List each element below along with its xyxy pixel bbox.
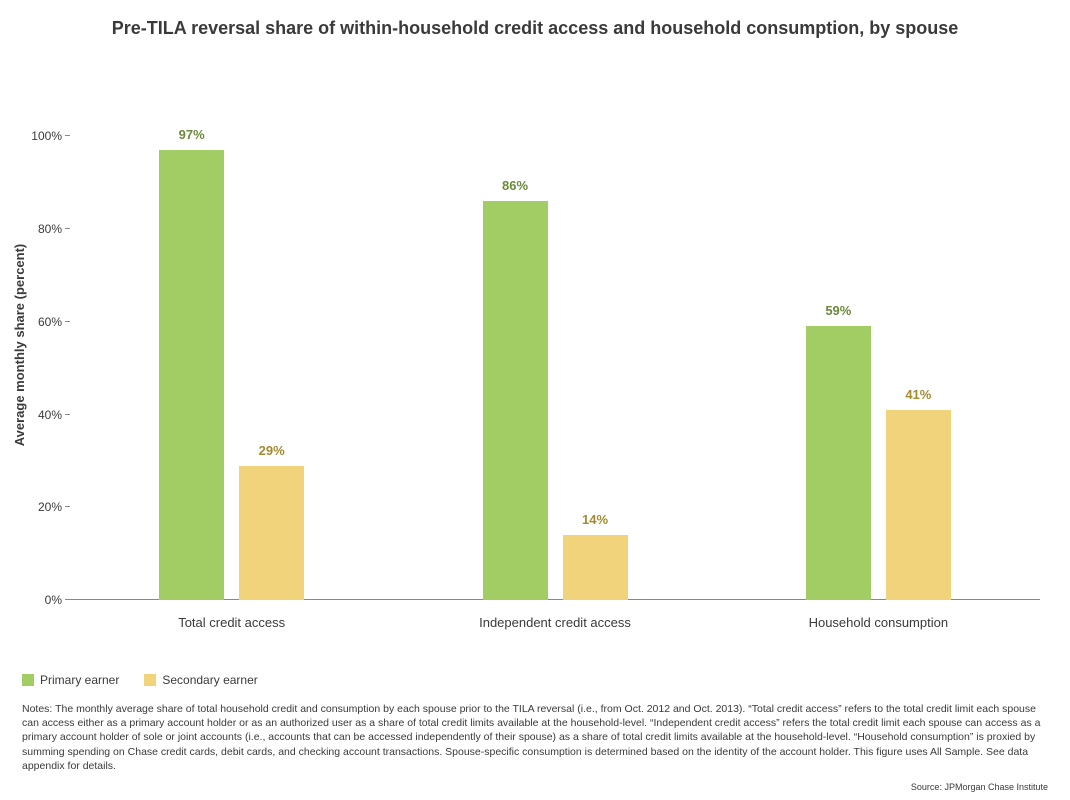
chart-title: Pre-TILA reversal share of within-househ…: [0, 18, 1070, 39]
y-axis-label: Average monthly share (percent): [12, 244, 27, 447]
legend-swatch-secondary: [144, 674, 156, 686]
bar-secondary: 41%: [886, 410, 951, 600]
bar-value-label: 29%: [259, 443, 285, 458]
bar-secondary: 29%: [239, 466, 304, 600]
chart-container: Pre-TILA reversal share of within-househ…: [0, 0, 1070, 800]
y-tick-mark: [65, 414, 70, 415]
y-tick-mark: [65, 135, 70, 136]
y-tick-mark: [65, 321, 70, 322]
y-tick-label: 100%: [31, 129, 62, 143]
y-tick-mark: [65, 599, 70, 600]
legend-item-secondary: Secondary earner: [144, 673, 257, 687]
bar-primary: 97%: [159, 150, 224, 600]
y-tick-label: 80%: [38, 222, 62, 236]
bar-value-label: 97%: [179, 127, 205, 142]
legend-label-primary: Primary earner: [40, 673, 119, 687]
bar-value-label: 86%: [502, 178, 528, 193]
y-tick-mark: [65, 506, 70, 507]
x-tick-label: Independent credit access: [479, 615, 631, 630]
y-tick-label: 40%: [38, 408, 62, 422]
legend-swatch-primary: [22, 674, 34, 686]
bar-value-label: 59%: [825, 303, 851, 318]
notes-text: Notes: The monthly average share of tota…: [22, 702, 1048, 773]
bar-primary: 59%: [806, 326, 871, 600]
bar-primary: 86%: [483, 201, 548, 600]
bar-value-label: 14%: [582, 512, 608, 527]
y-tick-mark: [65, 228, 70, 229]
bar-value-label: 41%: [905, 387, 931, 402]
y-tick-label: 20%: [38, 500, 62, 514]
legend: Primary earner Secondary earner: [22, 673, 258, 687]
x-tick-label: Household consumption: [809, 615, 948, 630]
legend-item-primary: Primary earner: [22, 673, 119, 687]
y-tick-label: 60%: [38, 315, 62, 329]
source-text: Source: JPMorgan Chase Institute: [911, 782, 1048, 792]
legend-label-secondary: Secondary earner: [162, 673, 257, 687]
x-tick-label: Total credit access: [178, 615, 285, 630]
plot-area: 0%20%40%60%80%100%Total credit access97%…: [70, 90, 1040, 600]
bar-secondary: 14%: [563, 535, 628, 600]
y-tick-label: 0%: [45, 593, 62, 607]
